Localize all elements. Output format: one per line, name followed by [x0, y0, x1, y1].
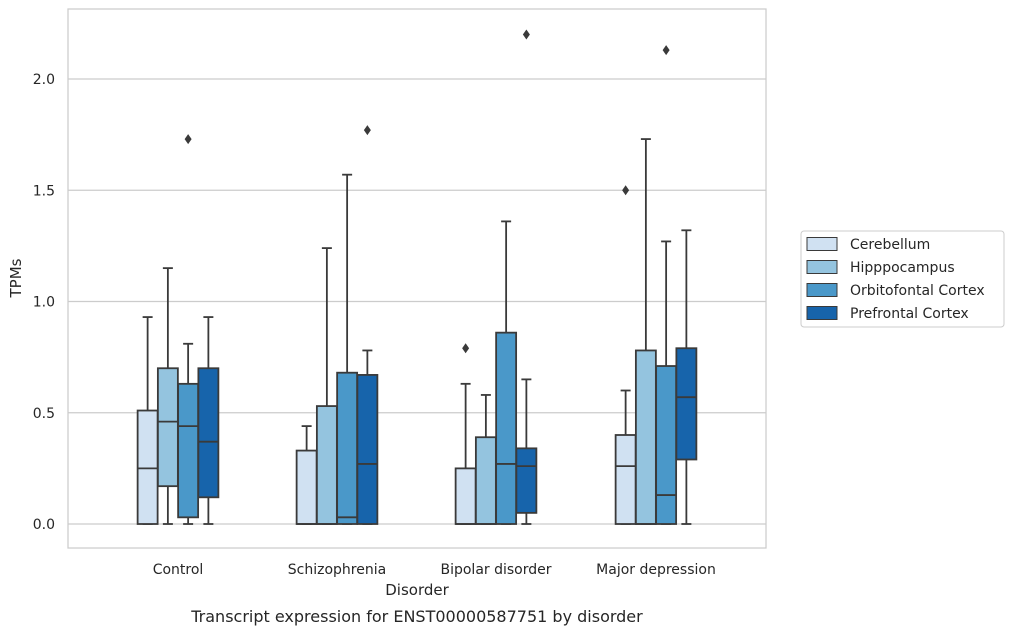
chart-caption: Transcript expression for ENST0000058775…: [190, 607, 643, 626]
x-tick-label: Control: [153, 562, 204, 578]
box-body: [315, 405, 338, 525]
x-tick-label: Schizophrenia: [288, 562, 386, 578]
y-axis-label: TPMs: [7, 258, 25, 298]
legend-label: Hipppocampus: [850, 260, 955, 276]
box-body: [634, 349, 657, 525]
legend: Cerebellum Hipppocampus Orbitofontal Corte…: [800, 230, 1005, 328]
x-tick-labels: Control Schizophrenia Bipolar disorder Majo…: [153, 562, 716, 578]
y-tick-labels: 0.0 0.5 1.0 1.5 2.0: [33, 72, 55, 533]
x-tick-label: Major depression: [596, 562, 716, 578]
legend-swatch: [806, 306, 838, 320]
box-body: [614, 434, 637, 525]
box-prefrontal-cortex: [515, 29, 538, 525]
box-prefrontal-cortex: [197, 316, 220, 525]
plot-frame: [67, 8, 767, 549]
legend-label: Orbitofontal Cortex: [850, 283, 985, 299]
y-tick-label: 0.5: [33, 406, 55, 422]
box-body: [495, 331, 518, 525]
box-body: [655, 365, 678, 525]
legend-swatch: [806, 237, 838, 251]
outlier-point: [184, 134, 192, 145]
legend-swatch: [806, 260, 838, 274]
outlier-point: [462, 343, 470, 354]
box-body: [136, 409, 159, 525]
box-body: [336, 371, 359, 525]
y-tick-label: 1.0: [33, 295, 55, 311]
outlier-point: [522, 29, 530, 40]
box-body: [295, 449, 318, 525]
box-prefrontal-cortex: [356, 125, 379, 525]
outlier-point: [363, 125, 371, 136]
y-tick-label: 0.0: [33, 517, 55, 533]
y-tick-label: 1.5: [33, 183, 55, 199]
x-axis-label: Disorder: [385, 581, 449, 599]
box-body: [156, 367, 179, 488]
box-body: [515, 447, 538, 514]
box-orbitofontal-cortex: [495, 220, 518, 525]
box-body: [197, 367, 220, 499]
box-hipppocampus: [156, 267, 179, 525]
legend-swatch: [806, 283, 838, 297]
box-hipppocampus: [315, 247, 338, 525]
box-body: [675, 347, 698, 461]
box-body: [474, 436, 497, 525]
box-orbitofontal-cortex: [655, 45, 678, 525]
box-body: [454, 467, 477, 525]
legend-label: Cerebellum: [850, 237, 930, 253]
legend-label: Prefrontal Cortex: [850, 306, 969, 322]
boxes-layer: [136, 29, 698, 525]
outlier-point: [662, 45, 670, 56]
box-body: [177, 382, 200, 519]
box-hipppocampus: [634, 138, 657, 525]
x-tick-label: Bipolar disorder: [440, 562, 551, 578]
outlier-point: [622, 185, 630, 196]
box-body: [356, 374, 379, 525]
box-prefrontal-cortex: [675, 229, 698, 525]
y-tick-label: 2.0: [33, 72, 55, 88]
box-cerebellum: [614, 185, 637, 525]
box-cerebellum: [454, 343, 477, 525]
legend-frame: [800, 230, 1005, 328]
